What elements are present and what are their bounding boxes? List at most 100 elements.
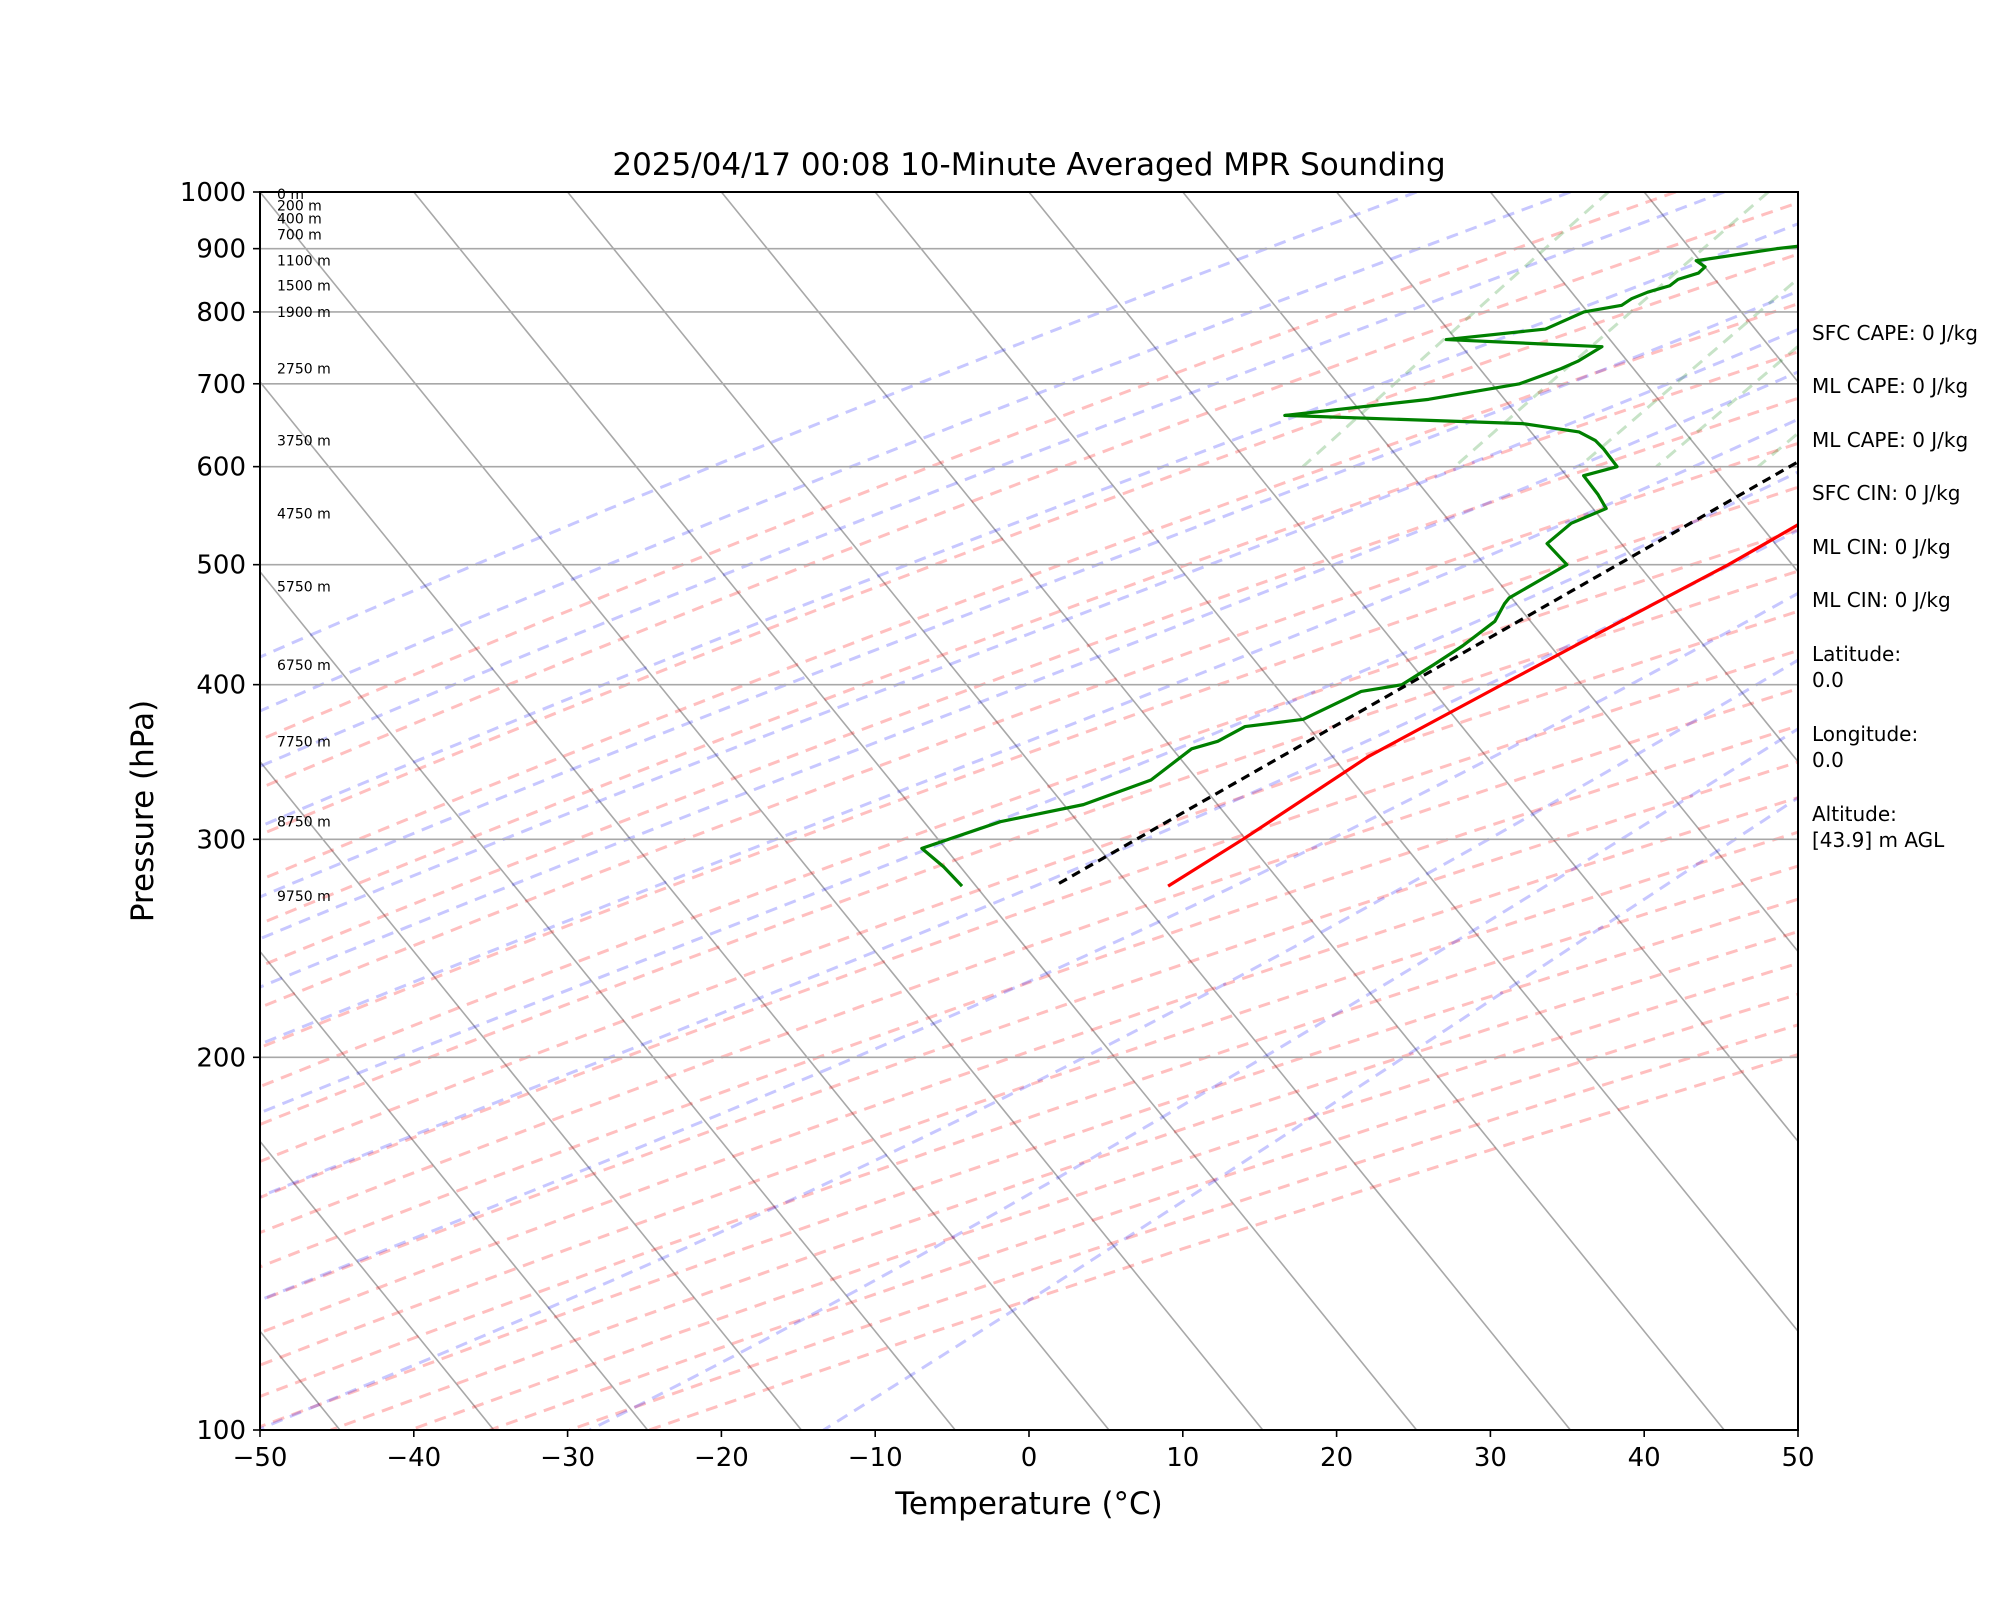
dewpoint-line: [920, 244, 1798, 888]
ml-cin-text: ML CIN: 0 J/kg: [1812, 535, 1951, 559]
temperature-line: [1167, 522, 1798, 888]
dry-adiabat-line: [260, 648, 1798, 1200]
height-label: 1100 m: [277, 254, 331, 270]
isotherm-line: [260, 192, 1264, 1430]
ml-cape-text-2: ML CAPE: 0 J/kg: [1812, 428, 1969, 452]
isotherm-line: [1335, 192, 1798, 763]
x-axis-label: Temperature (°C): [894, 1486, 1163, 1522]
altitude-value: [43.9] m AGL: [1812, 828, 1945, 852]
height-label: 1500 m: [277, 279, 331, 295]
y-tick-label: 900: [196, 235, 246, 265]
height-label: 4750 m: [277, 506, 331, 522]
height-label: 200 m: [277, 199, 322, 215]
y-tick-label: 100: [196, 1416, 246, 1446]
y-tick-label: 600: [196, 453, 246, 483]
dry-adiabat-line: [489, 992, 1798, 1430]
dry-adiabat-line: [260, 724, 1798, 1269]
isotherm-line: [874, 192, 1798, 1333]
dry-adiabat-line: [260, 528, 1798, 1089]
height-label: 1900 m: [277, 305, 331, 321]
y-axis-label: Pressure (hPa): [125, 700, 161, 922]
latitude-label: Latitude:: [1812, 642, 1902, 666]
x-tick-label: 50: [1781, 1443, 1814, 1473]
height-label: 7750 m: [277, 734, 331, 750]
chart-title: 2025/04/17 00:08 10-Minute Averaged MPR …: [612, 147, 1445, 183]
sfc-cin-text: SFC CIN: 0 J/kg: [1812, 481, 1961, 505]
ml-cin-text-2: ML CIN: 0 J/kg: [1812, 588, 1951, 612]
height-label: 8750 m: [277, 815, 331, 831]
isotherm-line: [566, 192, 1572, 1430]
dry-adiabat-line: [260, 830, 1798, 1367]
isotherm-line: [260, 1140, 495, 1430]
y-axis-ticks: 100 200 300 400 500 600 700 800 900 1000: [180, 178, 260, 1446]
y-tick-label: 200: [196, 1043, 246, 1073]
dry-adiabat-line: [260, 864, 1798, 1399]
x-tick-label: −30: [540, 1443, 595, 1473]
moist-adiabat-line: [260, 417, 1798, 1046]
x-axis-ticks: −50 −40 −30 −20 −10 0 10 20 30 40 50: [233, 1430, 1815, 1473]
longitude-label: Longitude:: [1812, 722, 1919, 746]
dry-adiabat-line: [260, 252, 1798, 837]
dry-adiabat-line: [260, 609, 1798, 1164]
x-tick-label: 30: [1474, 1443, 1507, 1473]
y-tick-label: 500: [196, 551, 246, 581]
dry-adiabat-line: [260, 396, 1798, 968]
isotherm-line: [1182, 192, 1798, 953]
x-tick-label: 40: [1628, 1443, 1661, 1473]
isotherm-line: [0, 192, 32, 1430]
height-label: 400 m: [277, 211, 322, 227]
background-lines: [0, 192, 1798, 1430]
height-label: 6750 m: [277, 658, 331, 674]
height-label: 9750 m: [277, 889, 331, 905]
altitude-label: Altitude:: [1812, 802, 1897, 826]
y-tick-label: 300: [196, 825, 246, 855]
x-tick-label: −40: [386, 1443, 441, 1473]
moist-adiabat-line: [260, 327, 1798, 941]
moist-adiabat-line: [260, 528, 1798, 1199]
dry-adiabat-line: [260, 201, 1798, 790]
y-tick-label: 700: [196, 370, 246, 400]
isotherm-line: [1028, 192, 1798, 1143]
y-tick-label: 800: [196, 298, 246, 328]
isotherm-line: [260, 380, 1110, 1430]
mixing-ratio-line: [1301, 192, 1610, 468]
x-tick-label: −10: [848, 1443, 903, 1473]
x-tick-label: 0: [1021, 1443, 1038, 1473]
isotherm-line: [260, 950, 649, 1430]
dry-adiabat-line: [260, 897, 1798, 1429]
moist-adiabat-line: [260, 289, 1798, 899]
ml-cape-text: ML CAPE: 0 J/kg: [1812, 374, 1969, 398]
moist-adiabat-line: [260, 192, 1725, 768]
height-label: 700 m: [277, 227, 322, 243]
moist-adiabat-line: [260, 192, 1571, 713]
height-label: 5750 m: [277, 580, 331, 596]
sounding-traces: [920, 244, 1798, 888]
isotherm-line: [720, 192, 1725, 1430]
sfc-cape-text: SFC CAPE: 0 J/kg: [1812, 321, 1978, 345]
x-tick-label: 20: [1320, 1443, 1353, 1473]
x-tick-label: −20: [694, 1443, 749, 1473]
height-label: 2750 m: [277, 362, 331, 378]
isotherm-line: [260, 760, 803, 1430]
isotherm-line: [260, 1329, 341, 1430]
dry-adiabat-line: [260, 796, 1798, 1335]
dry-adiabat-line: [260, 192, 1677, 742]
y-tick-label: 400: [196, 671, 246, 701]
moist-adiabat-line: [260, 658, 1798, 1430]
dry-adiabat-line: [260, 485, 1798, 1050]
dry-adiabat-line: [260, 302, 1798, 882]
y-tick-label: 1000: [180, 178, 246, 208]
height-label: 3750 m: [277, 433, 331, 449]
x-tick-label: −50: [233, 1443, 288, 1473]
latitude-value: 0.0: [1812, 668, 1844, 692]
isotherm-line: [1489, 192, 1798, 574]
isotherm-line: [260, 570, 956, 1430]
moist-adiabat-line: [588, 727, 1798, 1430]
moist-adiabat-line: [260, 370, 1798, 989]
moist-adiabat-line: [260, 470, 1798, 1115]
isotherm-line: [413, 192, 1418, 1430]
dry-adiabat-line: [260, 441, 1798, 1010]
x-tick-label: 10: [1166, 1443, 1199, 1473]
